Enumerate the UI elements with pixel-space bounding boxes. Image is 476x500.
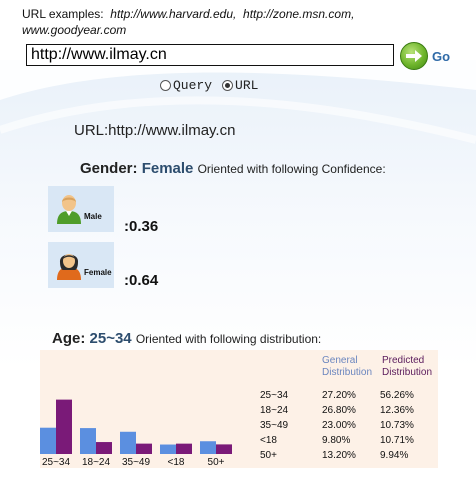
female-user-icon [57, 254, 81, 280]
url-input[interactable] [26, 44, 394, 66]
row-general-value: 23.00% [322, 420, 356, 431]
url-examples: URL examples: http://www.harvard.edu, ht… [22, 6, 462, 38]
x-tick-label: 50+ [208, 457, 225, 468]
row-general-value: 26.80% [322, 405, 356, 416]
gender-label: Gender: [80, 160, 138, 177]
male-user-icon [57, 195, 81, 224]
age-label: Age: [52, 330, 86, 347]
predicted-bar-0 [56, 399, 72, 454]
female-score: :0.64 [124, 272, 159, 289]
row-age-group: <18 [260, 435, 277, 446]
row-predicted-value: 56.26% [380, 390, 414, 401]
general-bar-3 [160, 444, 176, 454]
radio-url[interactable]: URL [222, 78, 258, 93]
row-age-group: 25~34 [260, 390, 289, 401]
row-age-group: 18~24 [260, 405, 289, 416]
female-avatar-box: Female [48, 242, 114, 288]
arrow-right-icon[interactable] [400, 42, 428, 70]
row-general-value: 9.80% [322, 435, 351, 446]
distribution-panel: 25~34 18~24 35~49 <18 50+ General Distributi… [40, 350, 438, 468]
row-age-group: 50+ [260, 450, 277, 461]
general-bar-2 [120, 431, 136, 454]
row-predicted-value: 12.36% [380, 405, 414, 416]
predicted-bar-2 [136, 443, 152, 454]
radio-query-label[interactable]: Query [173, 78, 213, 93]
gender-suffix: Oriented with following Confidence: [197, 162, 386, 176]
radio-url-dot[interactable] [222, 80, 234, 91]
row-age-group: 35~49 [260, 420, 289, 431]
general-bar-0 [40, 427, 56, 454]
col-general-label: General Distribution [322, 355, 373, 378]
male-score: :0.36 [124, 218, 159, 235]
predicted-bar-1 [96, 442, 112, 454]
row-predicted-value: 9.94% [380, 450, 409, 461]
age-heading: Age: 25~34 Oriented with following distr… [52, 330, 321, 347]
radio-query[interactable]: Query [160, 78, 212, 93]
col-predicted-header: Predicted Distribution [382, 355, 440, 379]
female-label: Female [84, 267, 112, 277]
x-tick-label: <18 [168, 457, 185, 468]
row-general-value: 27.20% [322, 390, 356, 401]
col-general-header: General Distribution [322, 355, 378, 379]
example-url-1: http://www.harvard.edu, [110, 7, 237, 21]
example-url-2: http://zone.msn.com, [243, 7, 355, 21]
age-value: 25~34 [89, 330, 132, 347]
col-predicted-label: Predicted Distribution [382, 355, 433, 378]
row-general-value: 13.20% [322, 450, 356, 461]
predicted-bar-3 [176, 443, 192, 454]
examples-label: URL examples: [22, 7, 104, 21]
example-url-3: www.goodyear.com [22, 23, 127, 37]
analyzed-url: URL:http://www.ilmay.cn [74, 122, 236, 139]
male-avatar-box: Male [48, 186, 114, 232]
x-tick-label: 18~24 [82, 457, 111, 468]
mode-selector: Query URL [160, 78, 258, 93]
row-predicted-value: 10.71% [380, 435, 414, 446]
go-button[interactable]: Go [400, 42, 450, 70]
radio-url-label[interactable]: URL [235, 78, 259, 93]
gender-heading: Gender: Female Oriented with following C… [80, 160, 386, 177]
predicted-bar-4 [216, 444, 232, 454]
go-label[interactable]: Go [432, 48, 451, 64]
gender-value: Female [141, 160, 194, 177]
radio-query-dot[interactable] [160, 80, 171, 91]
male-label: Male [84, 211, 102, 221]
general-bar-1 [80, 428, 96, 454]
row-predicted-value: 10.73% [380, 420, 414, 431]
age-distribution-chart: 25~34 18~24 35~49 <18 50+ [40, 399, 232, 468]
age-suffix: Oriented with following distribution: [135, 332, 322, 346]
general-bar-4 [200, 441, 216, 454]
x-tick-label: 25~34 [42, 457, 71, 468]
x-tick-label: 35~49 [122, 457, 151, 468]
